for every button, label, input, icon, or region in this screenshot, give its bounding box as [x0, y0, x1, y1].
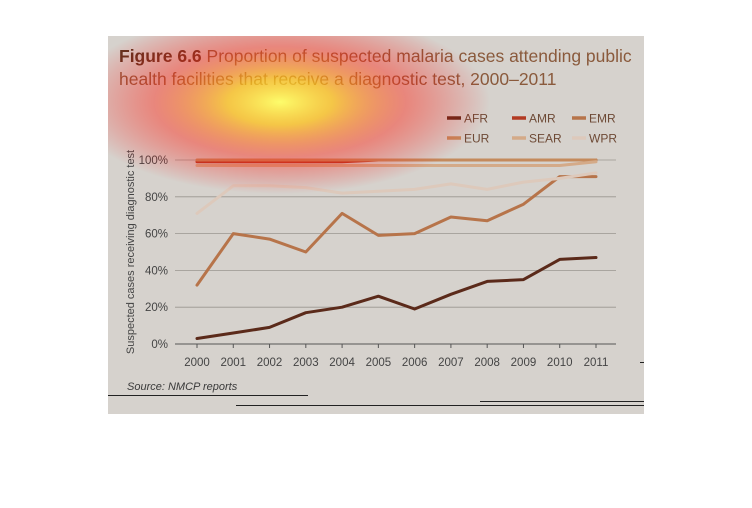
y-tick-label: 0% — [151, 339, 168, 351]
y-tick-label: 40% — [145, 265, 168, 277]
x-tick-label: 2009 — [511, 357, 537, 369]
divider-line — [480, 401, 644, 402]
x-tick-label: 2011 — [584, 357, 609, 369]
x-tick-label: 2010 — [547, 357, 573, 369]
x-tick-label: 2000 — [184, 357, 210, 369]
legend-label-emr: EMR — [589, 112, 616, 126]
legend-label-afr: AFR — [464, 112, 488, 126]
x-tick-label: 2006 — [402, 357, 428, 369]
x-tick-label: 2004 — [329, 357, 355, 369]
line-chart: 0% 20% 40% 60% 80% 100% 2000 2001 2002 2003 2004 20… — [125, 112, 617, 370]
x-tick-label: 2003 — [293, 357, 319, 369]
y-tick-label: 100% — [139, 155, 168, 167]
y-tick-label: 60% — [145, 229, 168, 241]
source-note: Source: NMCP reports — [127, 381, 238, 393]
series-line-afr — [195, 256, 598, 340]
x-tick-label: 2008 — [474, 357, 500, 369]
divider-line — [640, 362, 644, 363]
legend-label-wpr: WPR — [589, 132, 617, 146]
divider-line — [108, 395, 308, 396]
x-tick-label: 2007 — [438, 357, 464, 369]
legend-label-eur: EUR — [464, 132, 490, 146]
x-tick-label: 2002 — [257, 357, 283, 369]
series-line-emr — [195, 175, 598, 287]
figure-panel: Figure 6.6 Proportion of suspected malar… — [108, 36, 644, 414]
y-axis-label: Suspected cases receiving diagnostic tes… — [125, 150, 137, 354]
legend-label-amr: AMR — [529, 112, 556, 126]
x-tick-label: 2005 — [366, 357, 392, 369]
x-tick-label: 2001 — [220, 357, 246, 369]
divider-line — [236, 405, 644, 406]
legend-label-sear: SEAR — [529, 132, 562, 146]
y-tick-label: 80% — [145, 192, 168, 204]
y-tick-label: 20% — [145, 302, 168, 314]
